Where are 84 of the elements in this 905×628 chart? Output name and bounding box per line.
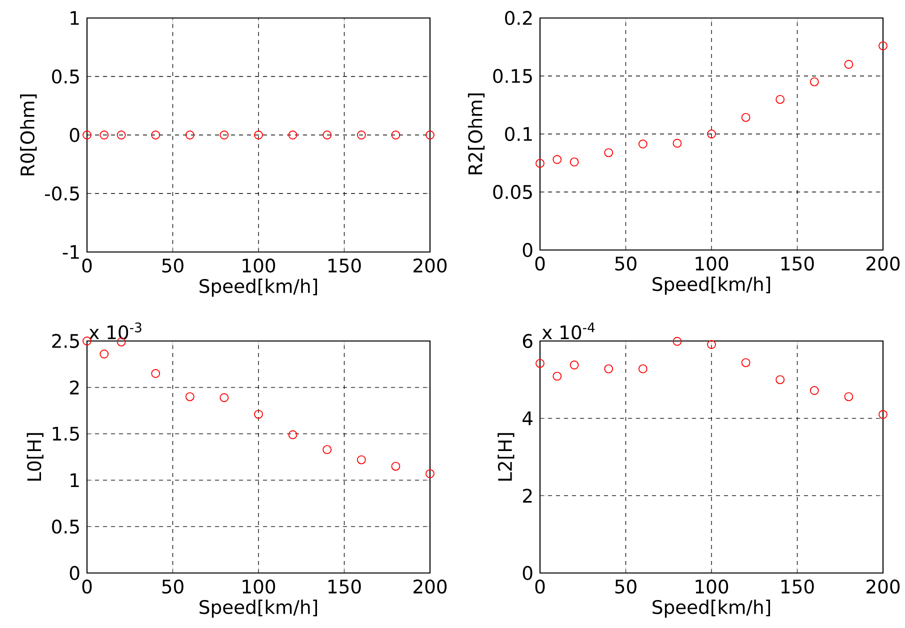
point (878, 41, 888, 50)
x-axis-title: Speed[km/h] (652, 600, 770, 618)
y-tick-label: 0.5 (52, 520, 79, 534)
y-tick-label: 0.05 (493, 184, 532, 200)
x-tick-label: 150 (781, 579, 814, 594)
point (810, 77, 819, 86)
point (220, 393, 229, 402)
y-tick-label: 2 (523, 488, 532, 503)
point (604, 364, 614, 374)
x-tick-label: 200 (414, 258, 447, 273)
x-tick-label: 100 (242, 579, 276, 594)
y-tick-label: 1 (70, 473, 79, 488)
point (288, 430, 298, 440)
point (672, 138, 682, 148)
x-tick-label: 200 (414, 579, 447, 594)
x-tick-label: 200 (866, 256, 900, 271)
y-tick-label: 0 (70, 566, 80, 580)
x-axis-title: Speed[km/h] (200, 278, 318, 297)
y-tick-label: 0.5 (52, 69, 79, 84)
y-tick-label: 0 (522, 242, 532, 258)
y-tick-label: 2.5 (52, 334, 79, 348)
point (254, 410, 263, 419)
y-tick-label: 2 (70, 380, 79, 394)
point (878, 410, 888, 419)
y-axis-title: L2[H] (498, 433, 514, 481)
y-tick-label: 1 (70, 11, 79, 25)
point (185, 392, 194, 402)
y-axis-title: R2[Ohm] (468, 94, 485, 174)
point (844, 392, 854, 402)
y-tick-label: 0.2 (505, 10, 532, 26)
point (536, 158, 544, 168)
x-tick-label: 0 (535, 256, 545, 271)
y-tick-label: 4 (522, 412, 532, 426)
point (570, 157, 579, 166)
y-tick-label: -1 (62, 245, 79, 259)
point (672, 336, 682, 346)
point (356, 455, 366, 464)
x-tick-label: 200 (866, 579, 900, 594)
point (707, 340, 716, 349)
point (707, 130, 716, 138)
x-tick-label: 0 (535, 579, 545, 594)
point (391, 462, 400, 471)
x-tick-label: 100 (696, 256, 728, 271)
y-tick-label: 0 (522, 566, 532, 580)
x-tick-label: 100 (242, 258, 276, 273)
point (552, 372, 562, 381)
y-tick-label: 0.15 (493, 68, 532, 84)
y-axis-title: R0[Ohm] (20, 94, 37, 176)
point (776, 375, 785, 384)
x-tick-label: 0 (82, 258, 92, 273)
point (536, 358, 544, 368)
point (638, 364, 648, 374)
x-tick-label: 150 (328, 579, 361, 594)
text: x 10$^{-4}$ (542, 322, 595, 340)
point (426, 469, 434, 478)
point (151, 369, 160, 378)
point (322, 445, 332, 454)
point (570, 360, 579, 370)
point (100, 350, 109, 358)
x-tick-label: 50 (615, 256, 636, 271)
x-tick-label: 50 (615, 579, 636, 594)
x-axis-title: Speed[km/h] (200, 600, 318, 618)
point (741, 112, 750, 122)
text: x 10$^{-3}$ (89, 322, 142, 340)
x-tick-label: 150 (328, 258, 361, 273)
point (604, 148, 614, 158)
y-axis-title: L0[H] (26, 433, 44, 481)
point (638, 140, 648, 148)
y-tick-label: 6 (522, 334, 532, 348)
x-tick-label: 100 (696, 579, 728, 594)
point (776, 94, 785, 104)
point (741, 358, 750, 368)
point (552, 155, 562, 164)
y-tick-label: -0.5 (45, 186, 79, 201)
y-tick-label: 0 (70, 128, 80, 142)
point (844, 60, 854, 69)
x-tick-label: 50 (162, 258, 184, 273)
x-tick-label: 150 (781, 256, 814, 271)
x-tick-label: 50 (162, 579, 184, 594)
x-axis-title: Speed[km/h] (652, 276, 770, 295)
y-tick-label: 1.5 (52, 426, 79, 441)
x-tick-label: 0 (82, 579, 92, 594)
point (810, 386, 819, 395)
y-tick-label: 0.1 (505, 126, 532, 142)
